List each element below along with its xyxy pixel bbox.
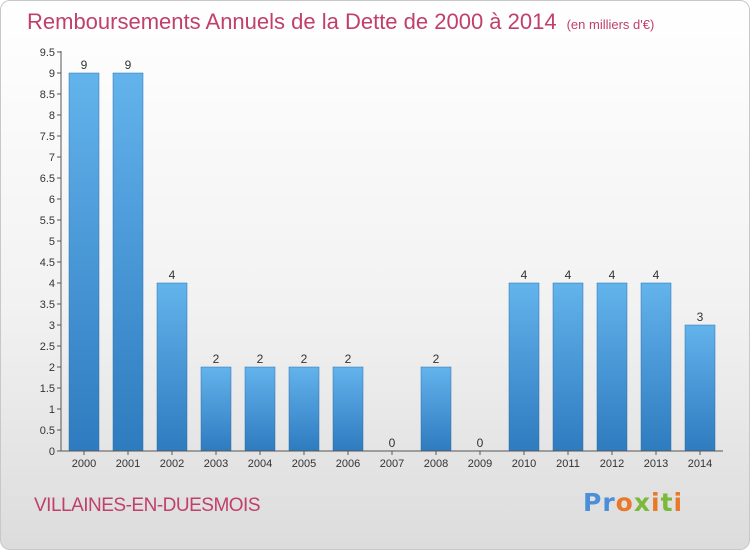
value-label-2003: 2 (213, 352, 220, 366)
bar-2012 (596, 282, 628, 452)
value-label-2006: 2 (345, 352, 352, 366)
y-tick-label: 8.5 (40, 89, 55, 101)
x-tick-label-2005: 2005 (292, 458, 316, 470)
y-tick-label: 2 (49, 362, 55, 374)
bar-2004 (244, 366, 276, 452)
y-tick-label: 2.5 (40, 341, 55, 353)
x-tick-label-2006: 2006 (336, 458, 360, 470)
bar-2003 (200, 366, 232, 452)
x-tick-label-2014: 2014 (688, 458, 712, 470)
chart-title: Remboursements Annuels de la Dette de 20… (27, 9, 654, 35)
y-tick-label: 6 (49, 194, 55, 206)
y-tick-label: 1.5 (40, 383, 55, 395)
y-tick-label: 5 (49, 236, 55, 248)
value-label-2014: 3 (697, 310, 704, 324)
chart-title-text: Remboursements Annuels de la Dette de 20… (27, 9, 557, 34)
y-tick-label: 8 (49, 110, 55, 122)
x-tick-label-2011: 2011 (556, 458, 580, 470)
x-tick-label-2000: 2000 (72, 458, 96, 470)
bar-2011 (552, 282, 584, 452)
x-tick-label-2007: 2007 (380, 458, 404, 470)
bar-2008 (420, 366, 452, 452)
value-label-2009: 0 (477, 436, 484, 450)
bar-2006 (332, 366, 364, 452)
y-tick-label: 0.5 (40, 425, 55, 437)
bar-2005 (288, 366, 320, 452)
bar-2001 (112, 72, 144, 452)
value-label-2012: 4 (609, 268, 616, 282)
chart-unit: (en milliers d'€) (566, 17, 655, 32)
y-tick-label: 4.5 (40, 257, 55, 269)
x-axis: 2000 2001 2002 2003 2004 2005 2006 2007 2008 2009… (61, 450, 723, 470)
bar-2000 (68, 72, 100, 452)
value-label-2008: 2 (433, 352, 440, 366)
value-label-2005: 2 (301, 352, 308, 366)
bars: 9 9 4 2 2 2 2 0 2 0 4 4 4 4 3 (68, 58, 716, 452)
y-tick-label: 1 (49, 404, 55, 416)
y-tick-label: 3 (49, 320, 55, 332)
y-tick-label: 7.5 (40, 131, 55, 143)
x-tick-label-2009: 2009 (468, 458, 492, 470)
y-tick-label: 5.5 (40, 215, 55, 227)
x-tick-label-2012: 2012 (600, 458, 624, 470)
town-name: VILLAINES-EN-DUESMOIS (34, 495, 261, 516)
y-tick-label: 6.5 (40, 173, 55, 185)
x-tick-label-2008: 2008 (424, 458, 448, 470)
x-tick-label-2003: 2003 (204, 458, 228, 470)
value-label-2004: 2 (257, 352, 264, 366)
y-tick-label: 9 (49, 68, 55, 80)
value-label-2010: 4 (521, 268, 528, 282)
value-label-2000: 9 (81, 58, 88, 72)
value-label-2011: 4 (565, 268, 572, 282)
x-tick-label-2002: 2002 (160, 458, 184, 470)
bar-2002 (156, 282, 188, 452)
bar-2010 (508, 282, 540, 452)
y-tick-label: 0 (49, 446, 55, 458)
x-tick-label-2001: 2001 (116, 458, 140, 470)
y-axis: 0 0.5 1 1.5 2 2.5 3 3.5 4 4.5 5 5.5 6 6.5 7 7.5 8 8.5 9 9.5 (40, 47, 62, 458)
y-tick-label: 9.5 (40, 47, 55, 59)
bar-2014 (684, 324, 716, 452)
value-label-2007: 0 (389, 436, 396, 450)
y-tick-label: 7 (49, 152, 55, 164)
value-label-2001: 9 (125, 58, 132, 72)
x-tick-label-2013: 2013 (644, 458, 668, 470)
value-label-2013: 4 (653, 268, 660, 282)
x-tick-label-2010: 2010 (512, 458, 536, 470)
bar-2013 (640, 282, 672, 452)
value-label-2002: 4 (169, 268, 176, 282)
x-tick-label-2004: 2004 (248, 458, 272, 470)
y-tick-label: 4 (49, 278, 55, 290)
y-tick-label: 3.5 (40, 299, 55, 311)
proxiti-logo: Proxiti (583, 488, 684, 517)
